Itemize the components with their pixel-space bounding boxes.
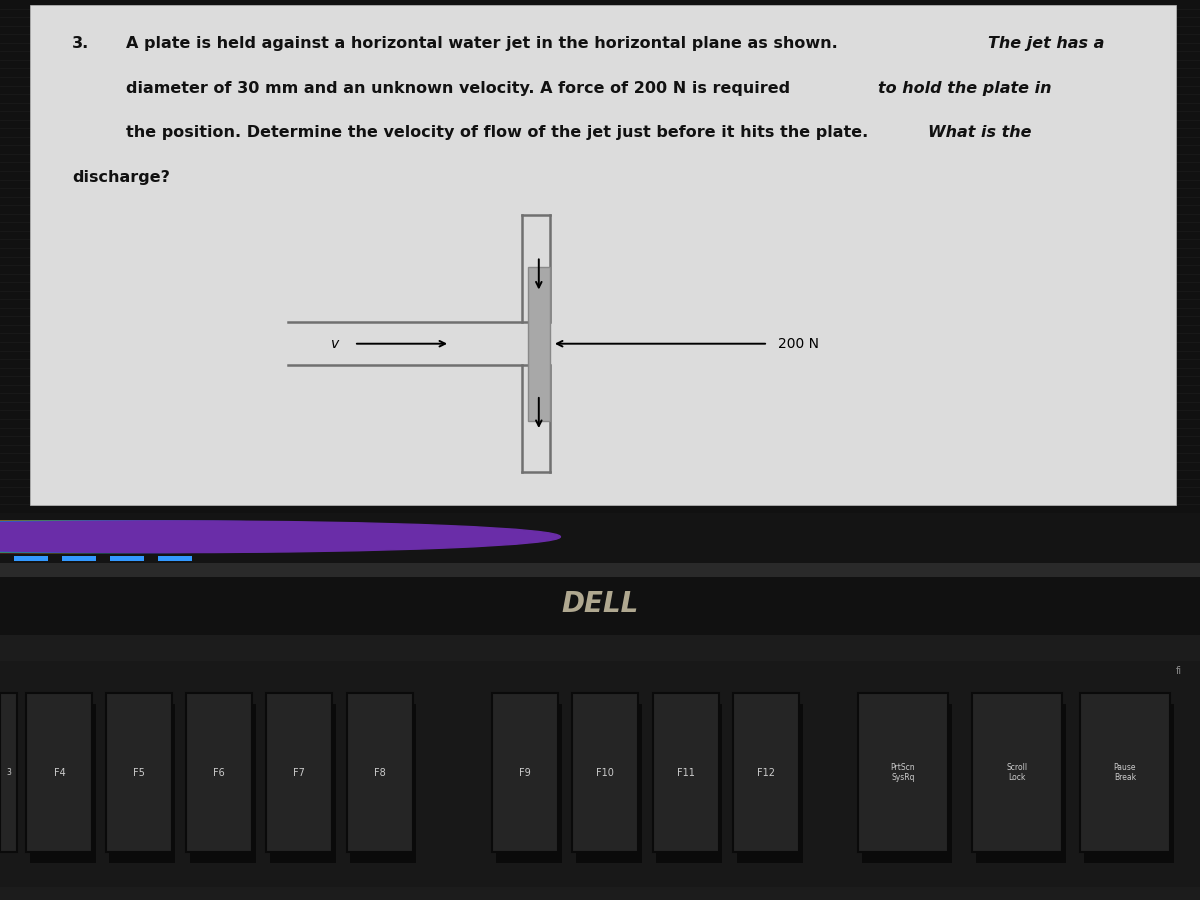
Bar [347,693,413,852]
Text: F4: F4 [54,768,65,778]
Bar [270,704,336,863]
Bar [492,693,558,852]
Bar [653,693,719,852]
Bar [350,704,416,863]
Bar [496,704,562,863]
Text: fi: fi [1176,666,1182,677]
Text: The jet has a: The jet has a [988,36,1104,51]
Bar [158,556,192,561]
Bar [0,661,1200,886]
Text: Pause
Break: Pause Break [1114,763,1136,782]
Bar [1084,704,1174,863]
Text: What is the: What is the [928,125,1031,140]
Text: DELL: DELL [562,590,638,618]
Text: diameter of 30 mm and an unknown velocity. A force of 200 N is required: diameter of 30 mm and an unknown velocit… [126,80,796,95]
Circle shape [0,521,512,553]
Bar [30,704,96,863]
Text: v: v [331,337,340,351]
Circle shape [0,521,560,553]
Bar [266,693,332,852]
Bar [186,693,252,852]
Bar [972,693,1062,852]
Text: F12: F12 [757,768,775,778]
Text: 3.: 3. [72,36,89,51]
Circle shape [0,521,416,553]
Bar [858,693,948,852]
Bar [62,556,96,561]
Bar [528,266,550,420]
Bar [110,556,144,561]
Bar [862,704,952,863]
Text: F6: F6 [214,768,224,778]
Text: PrtScn
SysRq: PrtScn SysRq [890,763,916,782]
Bar [1080,693,1170,852]
Bar [576,704,642,863]
Bar [737,704,803,863]
Circle shape [0,521,464,553]
Bar [733,693,799,852]
Text: F5: F5 [133,768,144,778]
Text: Scroll
Lock: Scroll Lock [1007,763,1027,782]
Text: F11: F11 [677,768,695,778]
Bar [0,562,1200,577]
Text: to hold the plate in: to hold the plate in [878,80,1052,95]
Text: 200 N: 200 N [778,337,818,351]
Text: F7: F7 [294,768,305,778]
Bar [106,693,172,852]
Bar [0,577,1200,634]
Text: F9: F9 [520,768,530,778]
Text: discharge?: discharge? [72,170,170,184]
Bar [190,704,256,863]
Text: A plate is held against a horizontal water jet in the horizontal plane as shown.: A plate is held against a horizontal wat… [126,36,844,51]
Text: the position. Determine the velocity of flow of the jet just before it hits the : the position. Determine the velocity of … [126,125,874,140]
Bar [656,704,722,863]
Text: 3: 3 [6,768,11,777]
Bar [14,556,48,561]
Text: F10: F10 [596,768,614,778]
Bar [0,693,17,852]
Bar [109,704,175,863]
Bar [26,693,92,852]
Bar [976,704,1066,863]
Text: F8: F8 [374,768,385,778]
Bar [572,693,638,852]
